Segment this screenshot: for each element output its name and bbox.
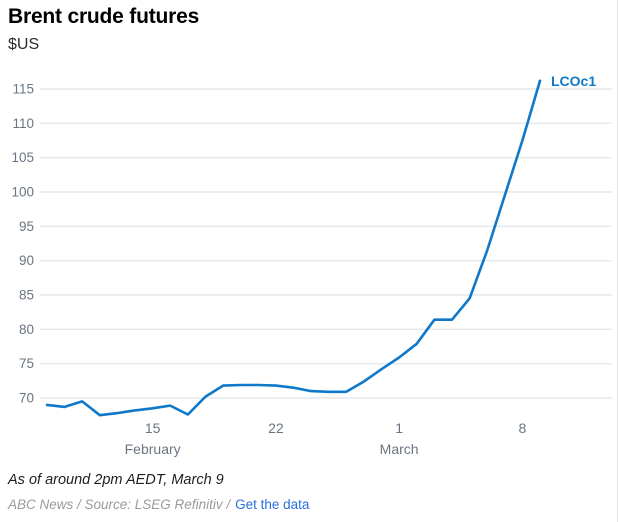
y-tick-label: 95	[19, 219, 34, 234]
credit-source-text: ABC News / Source: LSEG Refinitiv /	[8, 497, 231, 512]
y-axis-unit-label: $US	[8, 36, 40, 53]
credit-line: ABC News / Source: LSEG Refinitiv / Get t…	[8, 497, 309, 512]
asof-note: As of around 2pm AEDT, March 9	[8, 472, 224, 488]
x-month-label: February	[125, 441, 181, 457]
y-tick-label: 70	[19, 391, 34, 406]
y-tick-label: 75	[19, 356, 34, 371]
y-tick-label: 80	[19, 322, 34, 337]
x-tick-label: 15	[145, 420, 161, 436]
y-tick-label: 115	[12, 81, 34, 96]
line-chart: 70 75 80 85 90 95 100 105 110 115 15 February 22 1 Mar…	[11, 73, 612, 457]
y-tick-label: 85	[19, 287, 34, 302]
get-the-data-link[interactable]: Get the data	[235, 497, 310, 512]
y-tick-label: 100	[11, 184, 34, 199]
x-tick-label: 1	[395, 420, 403, 436]
chart-title: Brent crude futures	[8, 5, 200, 28]
series-label-lcoc1: LCOc1	[551, 73, 596, 89]
y-tick-label: 105	[11, 150, 34, 165]
y-tick-label: 90	[19, 253, 34, 268]
series-line-lcoc1	[45, 79, 542, 417]
x-month-label: March	[380, 441, 419, 457]
y-tick-label: 110	[12, 116, 34, 131]
x-tick-label: 8	[518, 420, 526, 436]
x-tick-label: 22	[268, 420, 284, 436]
